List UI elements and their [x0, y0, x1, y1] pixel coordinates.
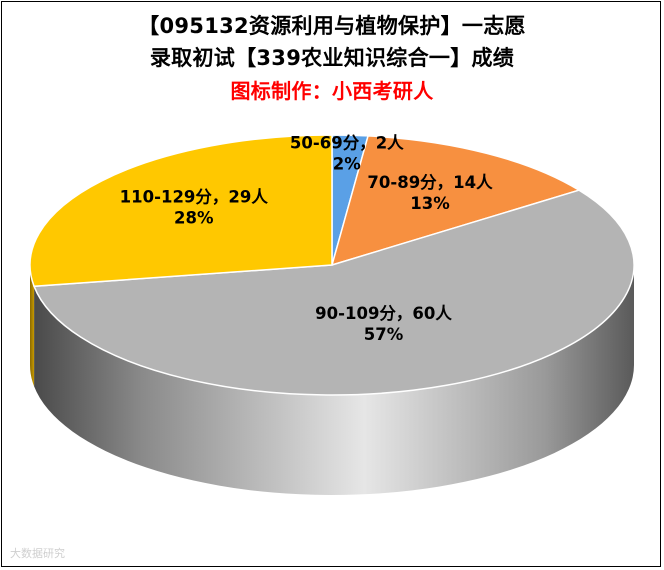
pie-slice-3 [29, 134, 333, 288]
pie-side-3 [30, 265, 35, 387]
slice-percent-2: 57% [364, 325, 404, 344]
chart-title-line2: 录取初试【339农业知识综合一】成绩 [149, 46, 515, 70]
slice-label-3: 110-129分，29人 [120, 188, 269, 207]
chart-subtitle: 图标制作：小西考研人 [230, 79, 434, 103]
chart-title-line1: 【095132资源利用与植物保护】一志愿 [138, 14, 526, 38]
pie-side-2 [34, 265, 635, 496]
slice-percent-0: 2% [333, 155, 361, 174]
slice-label-0: 50-69分，2人 [290, 134, 404, 153]
watermark: 大数据研究 [10, 547, 65, 560]
pie-slice-2 [33, 189, 635, 396]
slice-percent-1: 13% [410, 194, 450, 213]
pie-slice-1 [330, 135, 581, 267]
slice-label-1: 70-89分，14人 [367, 173, 493, 192]
slice-label-2: 90-109分，60人 [315, 304, 452, 323]
slice-percent-3: 28% [174, 209, 214, 228]
